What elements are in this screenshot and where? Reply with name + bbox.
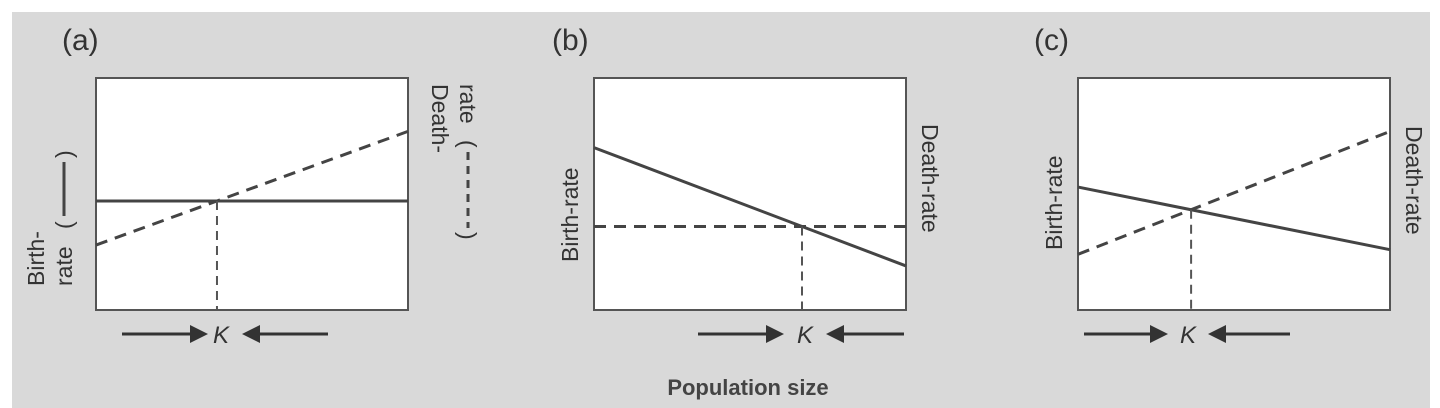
k-label-a: K <box>213 322 230 349</box>
left-axis-label-a: Birth- rate ( ) <box>23 150 77 286</box>
arrow-right-head-a <box>190 325 208 343</box>
right-axis-label-a: Death- rate ( ) <box>427 84 481 240</box>
left-axis-label-b: Birth-rate <box>557 167 583 262</box>
plot-area-c <box>1077 77 1391 311</box>
arrow-right-head-b <box>766 325 784 343</box>
left-axis-label-a-line2: rate <box>51 246 77 286</box>
left-axis-label-c: Birth-rate <box>1041 155 1067 250</box>
right-axis-label-b: Death-rate <box>917 124 943 233</box>
panel-c: (c) Birth-rate Death-rate K <box>1034 24 1427 349</box>
arrows-k-b: K <box>698 322 904 349</box>
arrow-left-head-c <box>1208 325 1226 343</box>
legend-paren-close-a2: ) <box>455 232 481 240</box>
legend-paren-close-a: ) <box>51 150 77 158</box>
panel-label-a: (a) <box>62 24 99 57</box>
panel-b: (b) Birth-rate Death-rate K <box>552 24 943 349</box>
figure: (a) Birth- rate ( ) Death- rate ( ) K <box>12 12 1430 408</box>
k-label-b: K <box>797 322 814 349</box>
x-axis-title: Population size <box>667 375 828 400</box>
k-label-c: K <box>1180 322 1197 349</box>
arrow-left-head-a <box>242 325 260 343</box>
plot-area-b <box>593 77 907 311</box>
death-rate-line-c <box>1077 129 1391 256</box>
arrow-left-head-b <box>826 325 844 343</box>
figure-svg: (a) Birth- rate ( ) Death- rate ( ) K <box>23 24 1427 400</box>
panel-label-b: (b) <box>552 24 589 57</box>
right-axis-label-a-line2: rate <box>455 84 481 124</box>
right-axis-label-a-line1: Death- <box>427 84 453 153</box>
panel-a: (a) Birth- rate ( ) Death- rate ( ) K <box>23 24 481 349</box>
left-axis-label-a-line1: Birth- <box>23 231 49 286</box>
arrow-right-head-c <box>1150 325 1168 343</box>
right-axis-label-c: Death-rate <box>1401 126 1427 235</box>
birth-rate-line-b <box>593 146 907 268</box>
legend-paren-open-a2: ( <box>455 140 481 148</box>
arrows-k-a: K <box>122 322 328 349</box>
death-rate-line-a <box>95 129 409 247</box>
legend-paren-open-a: ( <box>51 221 77 229</box>
panel-label-c: (c) <box>1034 24 1069 57</box>
birth-rate-line-c <box>1077 185 1391 252</box>
arrows-k-c: K <box>1084 322 1290 349</box>
plot-area-a <box>95 77 409 311</box>
